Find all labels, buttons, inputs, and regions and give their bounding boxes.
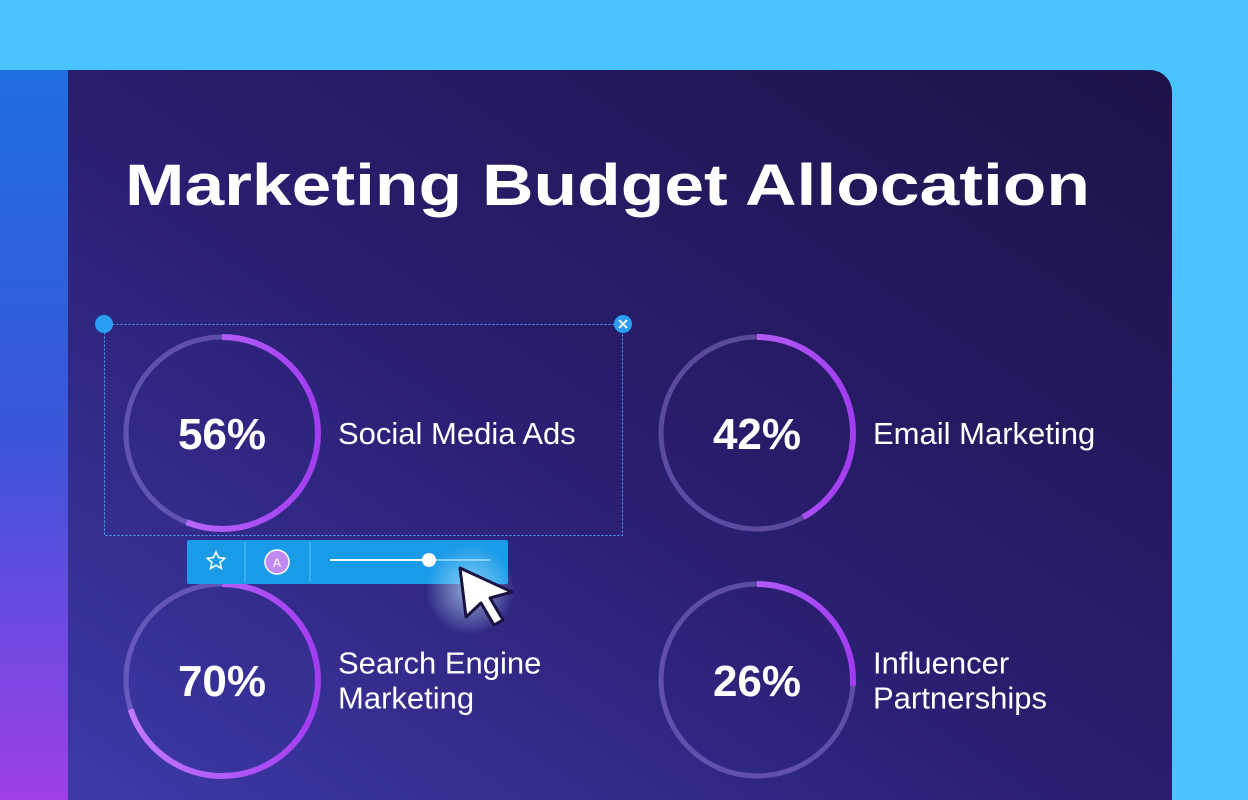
percent-label: 70% xyxy=(178,657,266,706)
category-label: Partnerships xyxy=(873,681,1047,716)
category-label: Email Marketing xyxy=(873,416,1095,451)
drag-handle[interactable] xyxy=(95,315,113,333)
slider-thumb[interactable] xyxy=(422,553,436,567)
avatar-button[interactable] xyxy=(264,549,290,575)
percent-label: 42% xyxy=(713,410,801,459)
ring-progress xyxy=(658,334,856,532)
slide-card xyxy=(68,70,1172,800)
category-label: Influencer xyxy=(873,646,1009,681)
slide-title: Marketing Budget Allocation xyxy=(125,153,1090,218)
side-art xyxy=(0,70,80,800)
star-button[interactable] xyxy=(205,550,227,570)
ring-progress xyxy=(123,334,321,532)
toolbar xyxy=(187,540,508,584)
avatar-letter: A xyxy=(273,556,281,570)
category-label: Social Media Ads xyxy=(338,416,576,451)
ring-progress xyxy=(658,581,856,779)
category-label: Search Engine xyxy=(338,646,541,681)
category-label: Marketing xyxy=(338,681,474,716)
percent-label: 56% xyxy=(178,410,266,459)
cursor xyxy=(458,566,514,627)
close-icon xyxy=(618,319,628,329)
percent-label: 26% xyxy=(713,657,801,706)
selection-box[interactable] xyxy=(104,324,623,536)
